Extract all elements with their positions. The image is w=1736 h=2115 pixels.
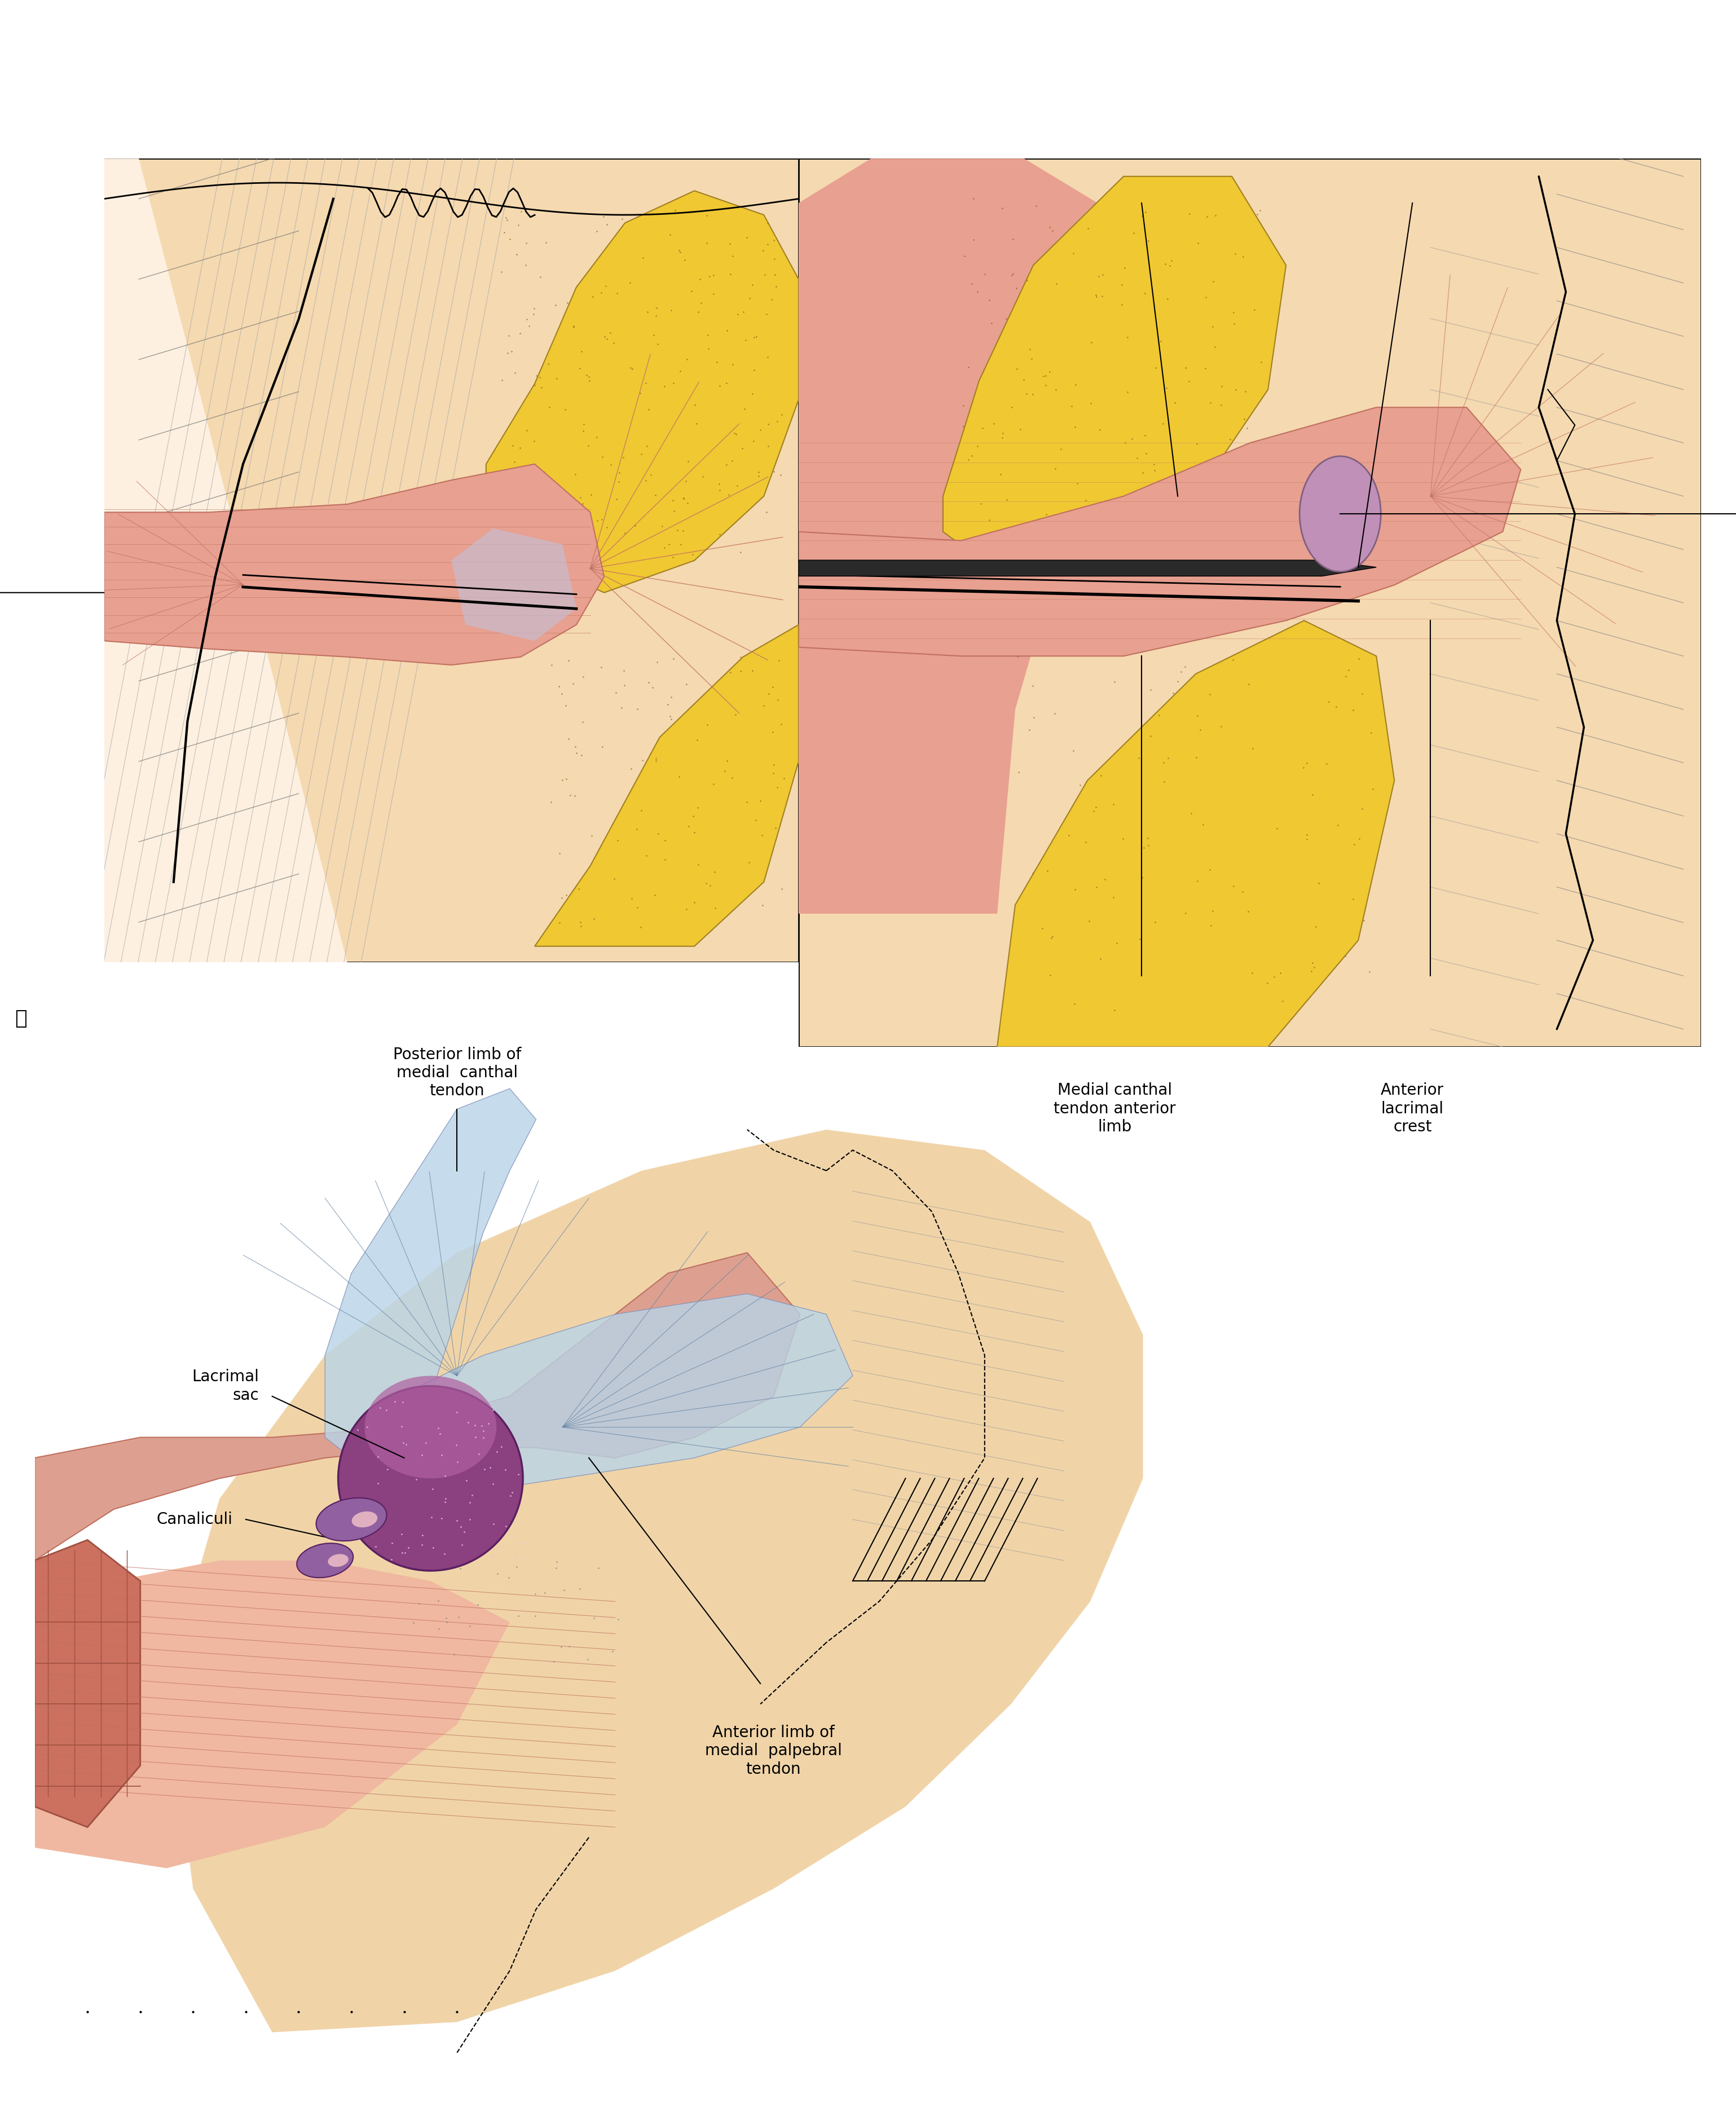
Ellipse shape <box>1300 457 1380 571</box>
Text: Canaliculi: Canaliculi <box>156 1512 233 1527</box>
Polygon shape <box>451 529 576 641</box>
Polygon shape <box>799 408 1521 656</box>
Polygon shape <box>486 190 799 592</box>
Text: Anterior
lacrimal
crest: Anterior lacrimal crest <box>1380 1083 1444 1136</box>
Text: Ⓐ: Ⓐ <box>14 1009 28 1028</box>
Polygon shape <box>799 560 1377 575</box>
Ellipse shape <box>365 1375 496 1478</box>
Text: Ⓑ: Ⓑ <box>1082 1233 1094 1252</box>
Polygon shape <box>35 1252 800 1806</box>
Polygon shape <box>351 1294 852 1500</box>
Ellipse shape <box>316 1497 387 1542</box>
Text: Lacrimal
sac: Lacrimal sac <box>193 1368 259 1402</box>
Ellipse shape <box>352 1512 377 1527</box>
Polygon shape <box>104 463 604 664</box>
Polygon shape <box>35 1540 141 1827</box>
Text: Posterior limb of
medial  canthal
tendon: Posterior limb of medial canthal tendon <box>392 1047 521 1100</box>
Text: Medial canthal
tendon anterior
limb: Medial canthal tendon anterior limb <box>1054 1083 1175 1136</box>
Polygon shape <box>104 159 347 962</box>
Polygon shape <box>535 624 799 945</box>
Polygon shape <box>35 1561 510 1868</box>
Ellipse shape <box>297 1544 352 1578</box>
Ellipse shape <box>328 1555 349 1567</box>
Polygon shape <box>943 176 1286 586</box>
Polygon shape <box>996 620 1394 1047</box>
Ellipse shape <box>339 1385 523 1571</box>
Polygon shape <box>799 159 1177 914</box>
Text: Whitnall's
tubercle: Whitnall's tubercle <box>0 575 477 609</box>
Polygon shape <box>167 1129 1142 2033</box>
Polygon shape <box>325 1089 536 1478</box>
Text: Anterior limb of
medial  palpebral
tendon: Anterior limb of medial palpebral tendon <box>705 1724 842 1777</box>
